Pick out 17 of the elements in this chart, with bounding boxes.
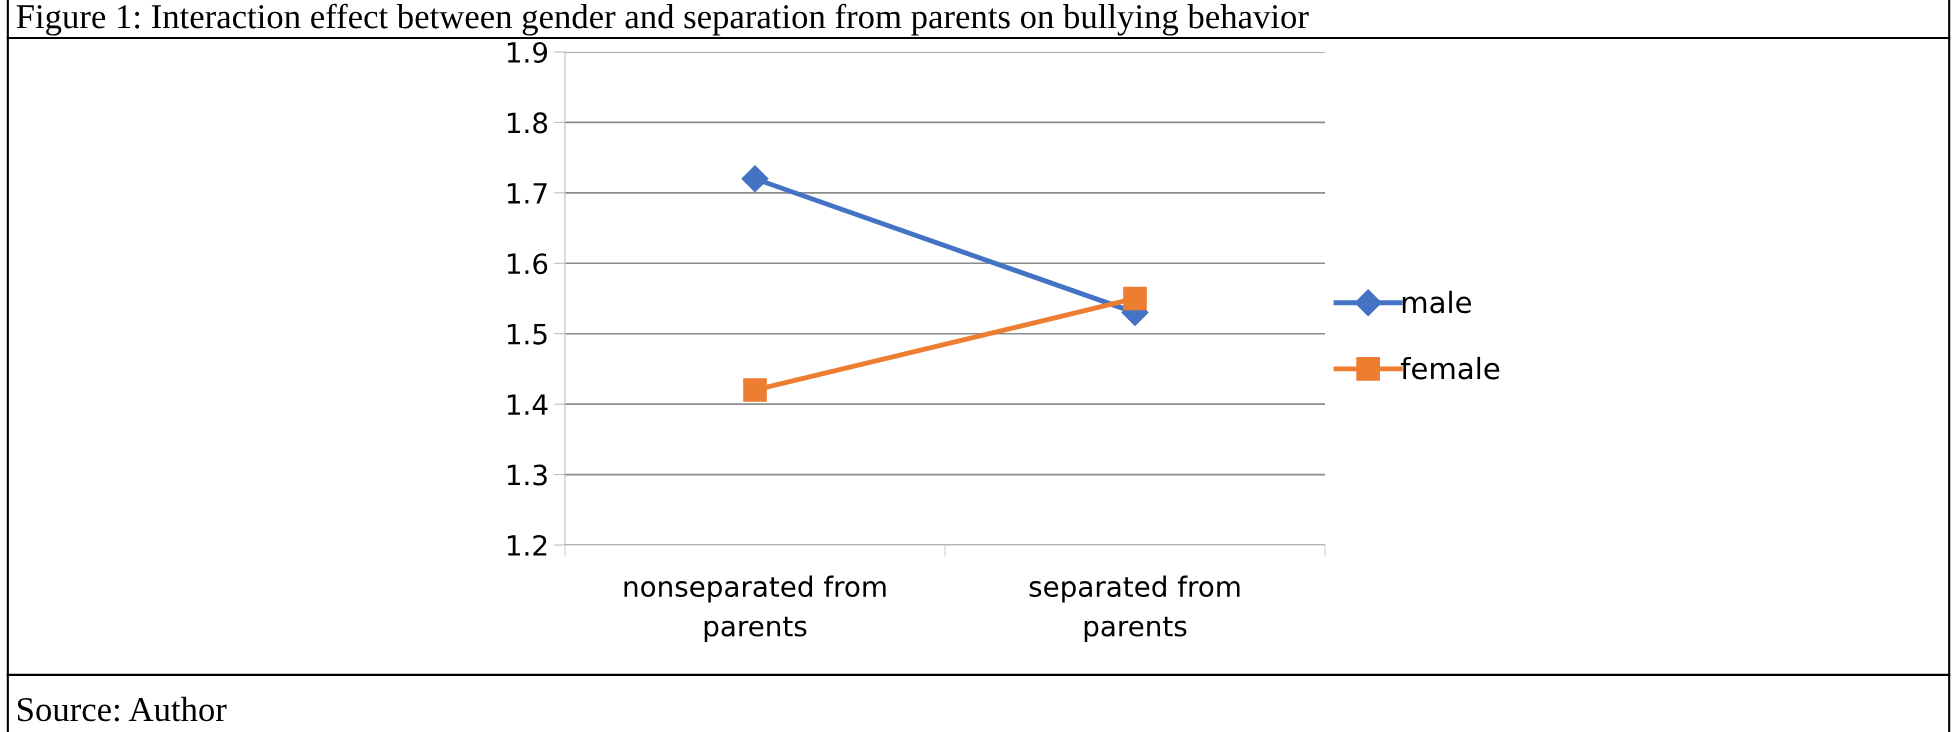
y-tick-label: 1.3 <box>507 464 547 486</box>
legend-label: male <box>1402 290 1471 314</box>
point <box>743 378 767 402</box>
point <box>1123 286 1147 311</box>
y-tick-label: 1.7 <box>507 183 547 204</box>
y-tick-label: 1.5 <box>507 324 547 345</box>
legend-label: female <box>1400 356 1500 380</box>
y-tick-label: 1.8 <box>507 112 548 134</box>
y-tick-label: 1.9 <box>507 41 548 63</box>
y-tick-label: 1.4 <box>507 394 548 415</box>
x-tick-label: separated from parents <box>1029 575 1240 642</box>
point <box>741 165 769 193</box>
chart-title: Figure 1: Interaction effect between gender and separation from parents on bullying behavior <box>16 3 1309 36</box>
x-tick-label: nonseparated from parents <box>624 575 886 642</box>
y-tick-label: 1.2 <box>507 534 547 556</box>
y-tick-label: 1.6 <box>507 253 548 275</box>
source-note: Source: Author <box>17 696 227 722</box>
